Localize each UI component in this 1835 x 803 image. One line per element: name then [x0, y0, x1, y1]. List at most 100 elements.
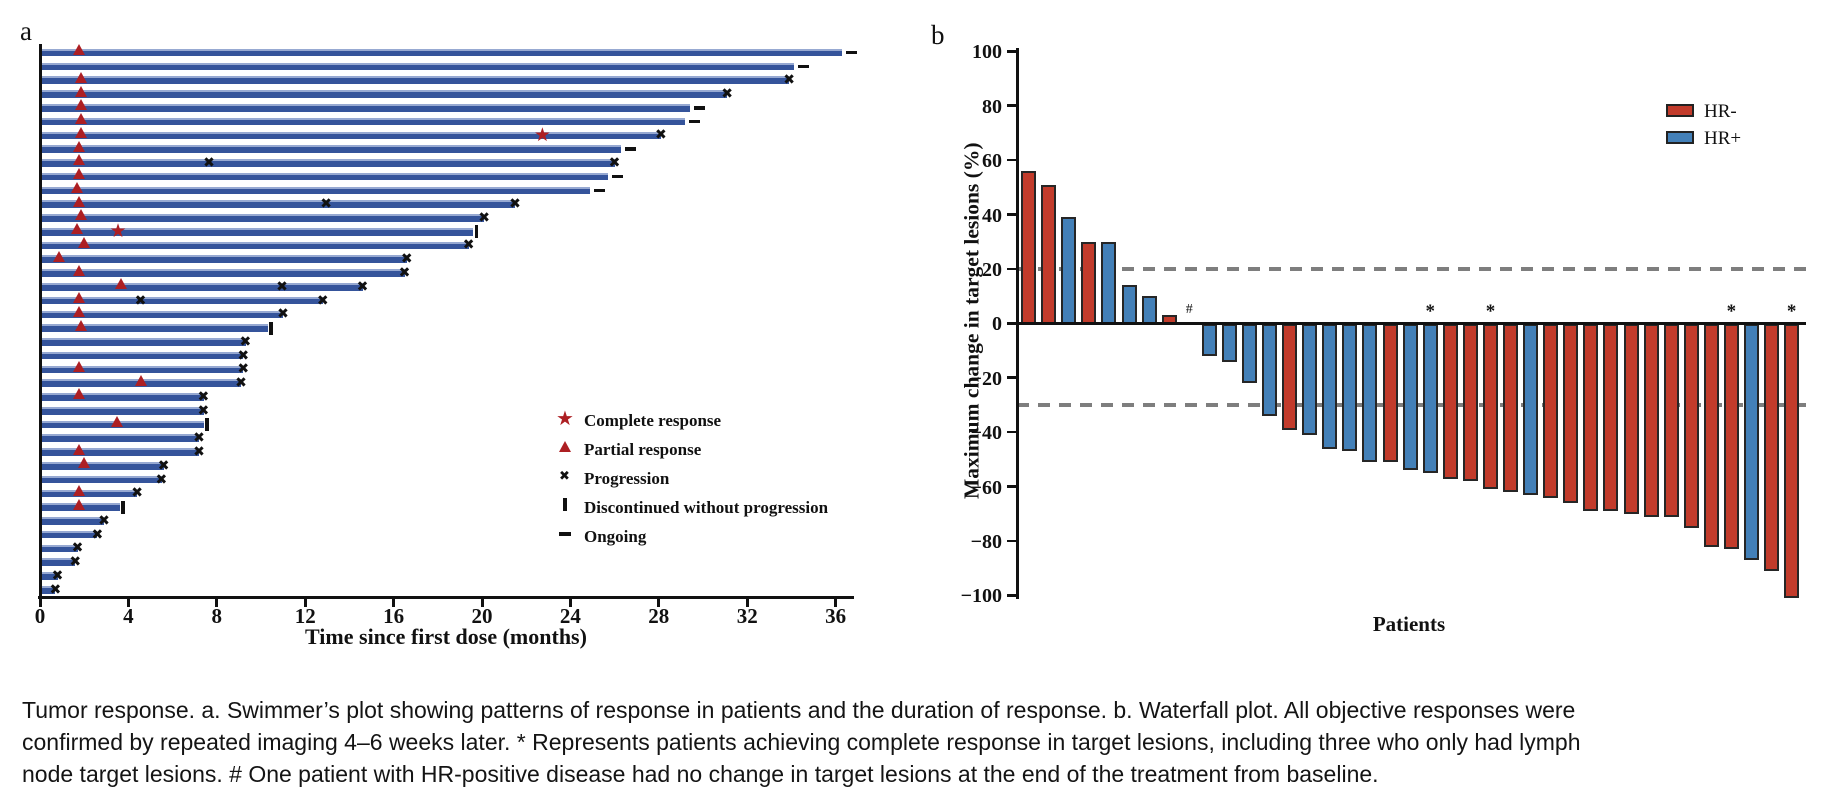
progression-icon: ✖ — [197, 388, 210, 405]
swimmer-legend-label: Progression — [584, 469, 670, 488]
swimmer-bar — [41, 434, 200, 443]
waterfall-bar — [1262, 324, 1278, 417]
partial-response-icon — [77, 457, 90, 469]
swimmer-bar — [41, 159, 615, 167]
waterfall-bar — [1382, 324, 1398, 463]
swimmer-legend-label: Ongoing — [584, 527, 647, 546]
swimmer-bar — [41, 269, 405, 277]
partial-response-icon — [73, 360, 86, 372]
partial-response-icon — [77, 236, 90, 248]
waterfall-bar — [1302, 324, 1318, 436]
waterfall-y-tick — [1007, 213, 1016, 216]
waterfall-y-tick-label: 80 — [982, 95, 1002, 118]
ongoing-icon — [594, 188, 606, 193]
swimmer-bar — [41, 406, 204, 415]
ongoing-icon — [559, 532, 571, 536]
panel-b-label: b — [931, 20, 945, 50]
no-change-hash: # — [1185, 302, 1193, 317]
progression-icon: ✖ — [49, 581, 62, 598]
progression-icon: ✖ — [235, 375, 247, 392]
swimmer-bar — [41, 172, 608, 181]
swimmer-x-tick — [745, 599, 749, 607]
swimmer-bar — [41, 517, 105, 525]
progression-icon: ✖ — [239, 333, 252, 350]
panel-a-label: a — [20, 16, 32, 46]
swimmer-bar — [41, 475, 162, 484]
waterfall-bar — [1021, 170, 1037, 326]
progression-icon: ✖ — [462, 237, 475, 254]
waterfall-y-tick-label: 100 — [972, 41, 1002, 64]
swimmer-bar — [41, 117, 686, 126]
partial-response-icon — [73, 292, 86, 304]
swimmer-bar — [41, 48, 843, 57]
progression-icon: ✖ — [237, 347, 250, 364]
progression-icon: ✖ — [400, 251, 413, 268]
swimmer-bar — [41, 310, 284, 319]
complete-response-icon: ★ — [556, 406, 574, 430]
progression-icon: ✖ — [655, 127, 667, 144]
swimmer-bar — [41, 186, 591, 195]
waterfall-plot: # * * * * 100 80 60 40 20 0 −20 −40 −60 −80 −100 — [920, 0, 1835, 660]
waterfall-y-tick-label: −60 — [970, 476, 1002, 499]
swimmer-x-tick — [126, 599, 130, 607]
waterfall-y-tick — [1007, 267, 1016, 271]
waterfall-y-tick — [1007, 539, 1016, 543]
waterfall-y-tick-label: −40 — [970, 422, 1002, 445]
waterfall-bar — [1603, 324, 1619, 512]
waterfall-y-tick — [1007, 50, 1016, 53]
waterfall-y-tick-label: −20 — [970, 367, 1002, 390]
swimmer-x-tick-label: 32 — [736, 604, 758, 628]
partial-response-icon — [53, 250, 66, 262]
progression-icon: ✖ — [509, 196, 521, 213]
partial-response-icon — [110, 415, 123, 427]
waterfall-y-tick — [1007, 485, 1016, 488]
partial-response-icon — [73, 195, 86, 207]
progression-icon: ✖ — [721, 86, 734, 102]
swimmer-x-tick-label: 20 — [471, 604, 493, 628]
complete-response-icon: ★ — [533, 123, 551, 146]
swimmer-x-tick-label: 0 — [34, 604, 46, 628]
waterfall-y-tick — [1007, 376, 1016, 379]
partial-response-icon — [73, 44, 86, 56]
progression-icon: ✖ — [277, 306, 289, 323]
waterfall-bar — [1442, 324, 1458, 479]
swimmer-x-tick — [568, 599, 572, 607]
waterfall-y-tick — [1007, 594, 1016, 597]
waterfall-bar — [1482, 324, 1498, 490]
partial-response-icon — [73, 498, 86, 510]
waterfall-y-axis-title: Maximum change in target lesions (%) — [959, 142, 984, 500]
partial-response-icon — [75, 209, 88, 221]
progression-icon: ✖ — [131, 485, 143, 502]
complete-response-asterisk: * — [1786, 301, 1797, 322]
waterfall-bar — [1543, 324, 1559, 498]
progression-icon: ✖ — [203, 154, 215, 171]
discontinued-icon — [205, 417, 209, 431]
ongoing-icon — [625, 147, 637, 151]
caption-line-1: Tumor response. a. Swimmer’s plot showin… — [22, 697, 1576, 723]
partial-response-icon — [73, 154, 86, 166]
waterfall-bar — [1402, 324, 1418, 471]
partial-response-icon — [73, 168, 86, 180]
waterfall-y-tick — [1007, 322, 1016, 325]
partial-response-icon — [559, 441, 571, 452]
swimmer-bar — [41, 296, 323, 305]
partial-response-icon — [71, 223, 84, 235]
swimmer-bar — [41, 76, 790, 85]
waterfall-zero-line — [1016, 321, 1806, 325]
swimmer-bar — [41, 544, 78, 553]
swimmer-x-tick — [480, 599, 484, 607]
progression-icon: ✖ — [69, 554, 82, 571]
swimmer-bar — [41, 200, 516, 208]
ongoing-icon — [846, 50, 858, 55]
progression-icon: ✖ — [783, 72, 795, 89]
progression-icon: ✖ — [320, 196, 333, 213]
partial-response-icon — [75, 319, 88, 331]
swimmer-bar — [41, 530, 98, 539]
swimmer-x-axis-title: Time since first dose (months) — [305, 624, 587, 649]
swimmer-bar — [41, 558, 76, 566]
swimmer-x-tick — [834, 599, 838, 607]
partial-response-icon — [73, 443, 86, 455]
waterfall-legend-label: HR+ — [1704, 128, 1742, 149]
partial-response-icon — [73, 264, 86, 276]
